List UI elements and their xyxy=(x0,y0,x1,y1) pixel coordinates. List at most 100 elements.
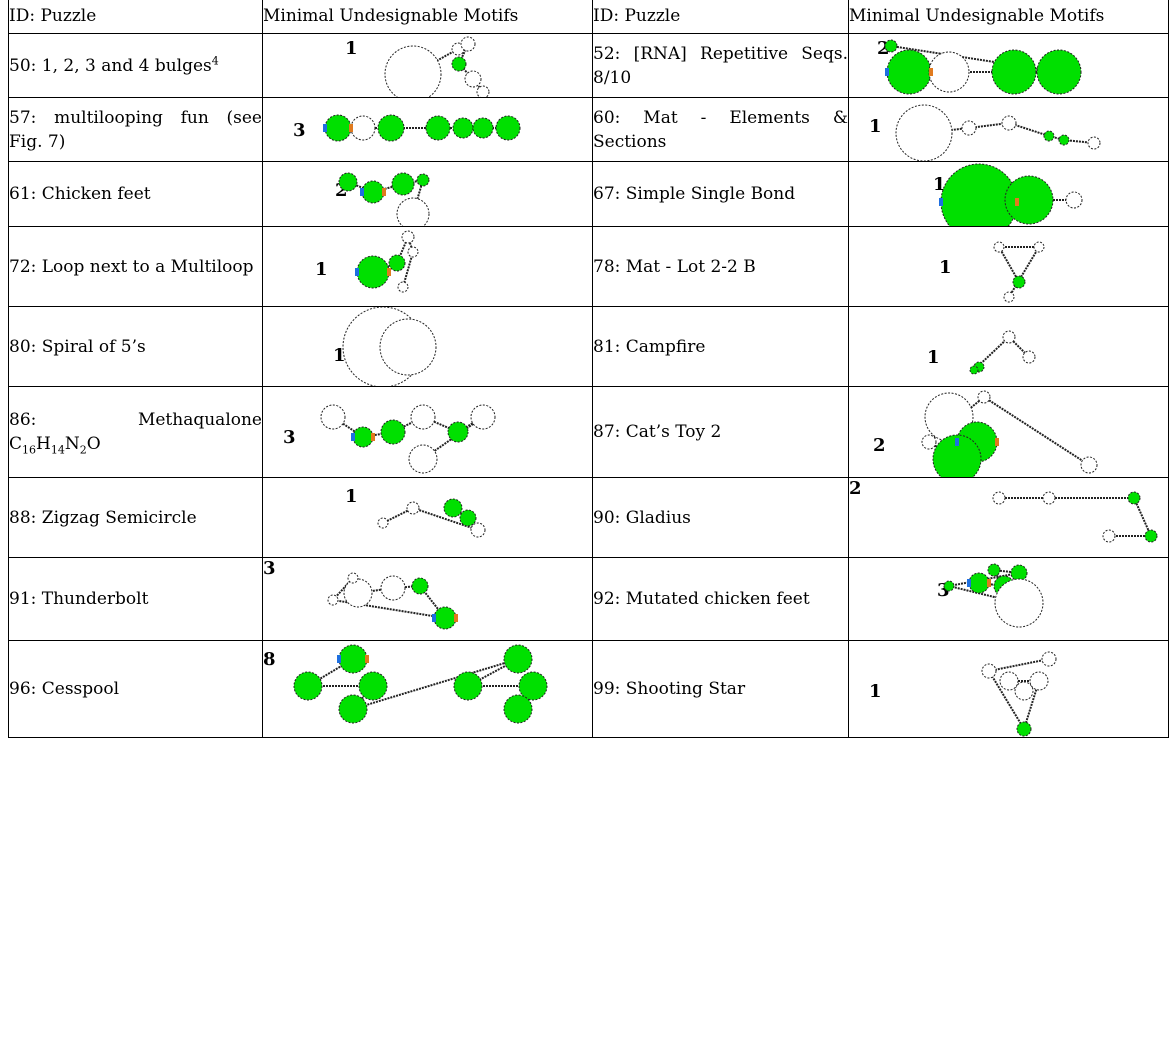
undesignable-loop xyxy=(338,644,368,674)
helix-stem xyxy=(998,246,1020,283)
loop xyxy=(470,404,496,430)
undesignable-loop xyxy=(991,49,1037,95)
table-row: 50: 1, 2, 3 and 4 bulges4 1 52: [RNA] Repe… xyxy=(8,33,1169,98)
undesignable-loop xyxy=(987,563,1001,577)
rna-structure-drawing xyxy=(327,572,458,630)
puzzle-id-right: 92: Mutated chicken feet xyxy=(592,557,849,641)
motif-cell-left: 3 xyxy=(262,386,593,478)
undesignable-loop xyxy=(1016,721,1032,737)
base-pair-marker xyxy=(323,124,327,132)
table-row: 86: Methaqualone C16H14N2O 3 87: Cat’s Toy … xyxy=(8,386,1169,478)
motif-cell-right: 2 xyxy=(848,33,1169,98)
loop xyxy=(408,444,438,474)
rna-structure-drawing xyxy=(939,163,1083,226)
undesignable-loop xyxy=(338,694,368,724)
loop xyxy=(380,575,406,601)
table-row: 61: Chicken feet 2 67: Simple Single Bond 1 xyxy=(8,161,1169,227)
base-pair-marker xyxy=(454,614,458,622)
rna-structure-drawing xyxy=(320,404,496,474)
undesignable-loop xyxy=(1036,49,1082,95)
puzzle-id-right: 99: Shooting Star xyxy=(592,640,849,738)
motif-count: 2 xyxy=(849,478,862,500)
base-pair-marker xyxy=(365,655,369,663)
rna-structure-drawing xyxy=(384,36,490,97)
table-row: 80: Spiral of 5’s 1 81: Campfire 1 xyxy=(8,306,1169,387)
puzzle-id-left: 91: Thunderbolt xyxy=(8,557,263,641)
puzzle-id-right: 52: [RNA] Repetitive Seqs. 8/10 xyxy=(592,33,849,98)
loop xyxy=(327,594,339,606)
loop xyxy=(397,281,409,293)
helix-stem xyxy=(402,251,414,288)
loop xyxy=(993,241,1005,253)
loop xyxy=(384,45,442,97)
undesignable-loop xyxy=(293,671,323,701)
base-pair-marker xyxy=(967,579,971,587)
undesignable-loop xyxy=(472,117,494,139)
puzzle-id-left: 86: Methaqualone C16H14N2O xyxy=(8,386,263,478)
puzzle-id-left: 61: Chicken feet xyxy=(8,161,263,227)
undesignable-loop xyxy=(377,114,405,142)
undesignable-loop xyxy=(943,580,955,592)
base-pair-marker xyxy=(360,188,364,196)
loop xyxy=(1042,491,1056,505)
undesignable-loop xyxy=(459,509,477,527)
helix-stem xyxy=(988,670,1025,730)
loop xyxy=(999,671,1019,691)
puzzle-id-left: 88: Zigzag Semicircle xyxy=(8,477,263,558)
motif-count: 1 xyxy=(869,681,882,702)
helix-stem xyxy=(973,336,1010,371)
header-row: ID: Puzzle Minimal Undesignable Motifs I… xyxy=(8,0,1169,34)
base-pair-marker xyxy=(955,438,959,446)
undesignable-loop xyxy=(1012,275,1026,289)
rna-structure-drawing xyxy=(342,307,437,386)
table-row: 91: Thunderbolt 3 92: Mutated chicken feet… xyxy=(8,557,1169,641)
helix-stem xyxy=(352,658,519,710)
loop xyxy=(977,390,991,404)
header-motifs-right: Minimal Undesignable Motifs xyxy=(848,0,1169,34)
motif-cell-left: 8 xyxy=(262,640,593,738)
loop xyxy=(1029,671,1049,691)
base-pair-marker xyxy=(1015,198,1019,206)
undesignable-loop xyxy=(411,577,429,595)
undesignable-loop xyxy=(1058,134,1070,146)
motif-cell-right: 1 xyxy=(848,640,1169,738)
motif-count: 8 xyxy=(263,649,276,670)
base-pair-marker xyxy=(351,433,355,441)
base-pair-marker xyxy=(929,68,933,76)
undesignable-loop xyxy=(358,671,388,701)
undesignable-loop xyxy=(352,426,374,448)
puzzle-id-right: 90: Gladius xyxy=(592,477,849,558)
loop xyxy=(1014,681,1034,701)
motif-count: 1 xyxy=(939,257,952,278)
loop xyxy=(343,578,373,608)
rna-structure-drawing xyxy=(969,330,1036,375)
motif-cell-right: 1 xyxy=(848,97,1169,162)
base-pair-marker xyxy=(387,268,391,276)
undesignable-loop xyxy=(1004,175,1054,225)
undesignable-loop xyxy=(518,671,548,701)
motif-count: 1 xyxy=(345,38,358,59)
rna-structure-drawing xyxy=(943,563,1044,628)
header-puzzle-left: ID: Puzzle xyxy=(8,0,263,34)
loop xyxy=(981,663,997,679)
motif-count: 1 xyxy=(345,486,358,507)
rna-structure-drawing xyxy=(884,39,1082,95)
undesignable-loop xyxy=(361,180,385,204)
undesignable-loop xyxy=(453,671,483,701)
undesignable-loop xyxy=(443,498,463,518)
loop xyxy=(1022,350,1036,364)
loop xyxy=(924,392,974,442)
puzzle-id-right: 67: Simple Single Bond xyxy=(592,161,849,227)
base-pair-marker xyxy=(995,438,999,446)
puzzle-id-right: 81: Campfire xyxy=(592,306,849,387)
table-row: 88: Zigzag Semicircle 1 90: Gladius 2 xyxy=(8,477,1169,558)
helix-stem xyxy=(412,507,479,531)
undesignable-loop xyxy=(1043,130,1055,142)
helix-stem xyxy=(382,507,414,524)
loop xyxy=(1087,136,1101,150)
puzzle-id-left: 57: multilooping fun (see Fig. 7) xyxy=(8,97,263,162)
table-row: 72: Loop next to a Multiloop 1 78: Mat - L… xyxy=(8,226,1169,307)
base-pair-marker xyxy=(885,68,889,76)
motif-cell-left: 2 xyxy=(262,161,593,227)
rna-structure-drawing xyxy=(993,241,1045,303)
